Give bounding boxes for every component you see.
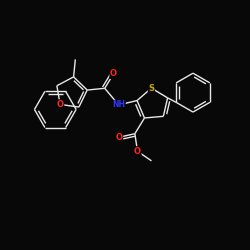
Text: O: O (134, 147, 141, 156)
Text: O: O (110, 70, 117, 78)
Text: NH: NH (112, 100, 125, 110)
Text: O: O (57, 100, 64, 109)
Text: S: S (148, 84, 154, 92)
Text: O: O (116, 133, 122, 142)
